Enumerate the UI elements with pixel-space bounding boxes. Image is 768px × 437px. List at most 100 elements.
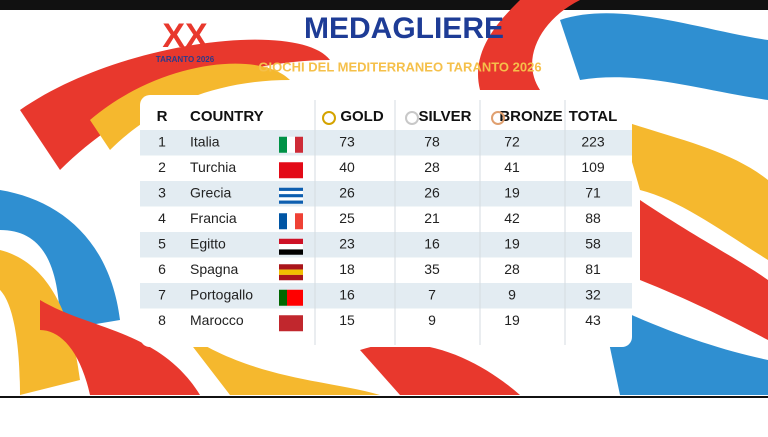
cell: 42 (504, 210, 520, 226)
medal-icon (322, 111, 336, 125)
cell: 7 (158, 286, 166, 302)
cell: 5 (158, 235, 166, 251)
cell: 28 (504, 261, 520, 277)
flag-part (279, 289, 287, 306)
cell: 19 (504, 184, 520, 200)
flag-part (279, 162, 303, 179)
cell: 18 (339, 261, 355, 277)
cell: 26 (424, 184, 440, 200)
wave (640, 200, 768, 340)
flag-part (279, 244, 303, 250)
cell: 88 (585, 210, 601, 226)
column-header: R (157, 108, 168, 125)
cell: 1 (158, 133, 166, 149)
wave (20, 39, 330, 170)
wave (560, 13, 768, 101)
cell: 9 (508, 286, 516, 302)
flag-part (279, 187, 303, 191)
medal-icon (405, 111, 419, 125)
cell: Italia (190, 133, 220, 149)
logo-text: TARANTO 2026 (156, 55, 215, 64)
flag-part (279, 315, 303, 332)
cell: Turchia (190, 159, 236, 175)
title: MEDAGLIERE (304, 12, 504, 45)
cell: 73 (339, 133, 355, 149)
flag-part (279, 264, 303, 270)
wave (478, 0, 580, 90)
wave (620, 120, 768, 260)
flag-part (295, 136, 303, 153)
cell: 2 (158, 159, 166, 175)
cell: 3 (158, 184, 166, 200)
row-stripe (140, 130, 632, 156)
cell: 71 (585, 184, 601, 200)
cell: 81 (585, 261, 601, 277)
cell: 223 (581, 133, 605, 149)
cell: 109 (581, 159, 605, 175)
cell: 72 (504, 133, 520, 149)
flag-part (279, 194, 303, 198)
cell: 25 (339, 210, 355, 226)
column-header: TOTAL (569, 108, 618, 125)
cell: Marocco (190, 312, 244, 328)
logo-mark: XX (162, 17, 208, 55)
column-header: GOLD (340, 108, 383, 125)
flag-part (279, 274, 303, 281)
subtitle: GIOCHI DEL MEDITERRANEO TARANTO 2026 (258, 59, 541, 74)
flag-part (279, 213, 287, 230)
cell: 32 (585, 286, 601, 302)
wave (180, 330, 380, 395)
cell: 15 (339, 312, 355, 328)
wave (600, 300, 768, 395)
cell: Egitto (190, 235, 226, 251)
cell: Grecia (190, 184, 231, 200)
cell: 16 (424, 235, 440, 251)
cell: 78 (424, 133, 440, 149)
flag-part (279, 197, 303, 201)
flag-part (279, 249, 303, 255)
cell: Spagna (190, 261, 238, 277)
cell: 7 (428, 286, 436, 302)
flag-part (287, 136, 295, 153)
cell: 28 (424, 159, 440, 175)
cell: 41 (504, 159, 520, 175)
cell: 4 (158, 210, 166, 226)
cell: Portogallo (190, 286, 253, 302)
cell: 19 (504, 312, 520, 328)
medal-icon (491, 111, 505, 125)
flag-part (287, 213, 295, 230)
cell: 21 (424, 210, 440, 226)
cell: 26 (339, 184, 355, 200)
column-header: BRONZE (499, 108, 562, 125)
row-stripe (140, 232, 632, 258)
top-bar (0, 0, 768, 10)
wave (40, 300, 200, 395)
flag-part (279, 200, 303, 204)
cell: 40 (339, 159, 355, 175)
cell: 43 (585, 312, 601, 328)
flag-part (279, 190, 303, 195)
flag-part (279, 238, 303, 245)
row-stripe (140, 181, 632, 207)
cell: 6 (158, 261, 166, 277)
row-stripe (140, 283, 632, 309)
logo: XX TARANTO 2026 (156, 17, 215, 64)
column-header: COUNTRY (190, 108, 264, 125)
cell: 35 (424, 261, 440, 277)
flag-part (295, 289, 303, 306)
cell: Francia (190, 210, 237, 226)
cell: 8 (158, 312, 166, 328)
flag-part (279, 136, 287, 153)
cell: 16 (339, 286, 355, 302)
flag-part (295, 213, 303, 230)
cell: 9 (428, 312, 436, 328)
flag-part (279, 269, 303, 275)
cell: 23 (339, 235, 355, 251)
column-header: SILVER (418, 108, 471, 125)
bottom-band (0, 395, 768, 432)
cell: 58 (585, 235, 601, 251)
